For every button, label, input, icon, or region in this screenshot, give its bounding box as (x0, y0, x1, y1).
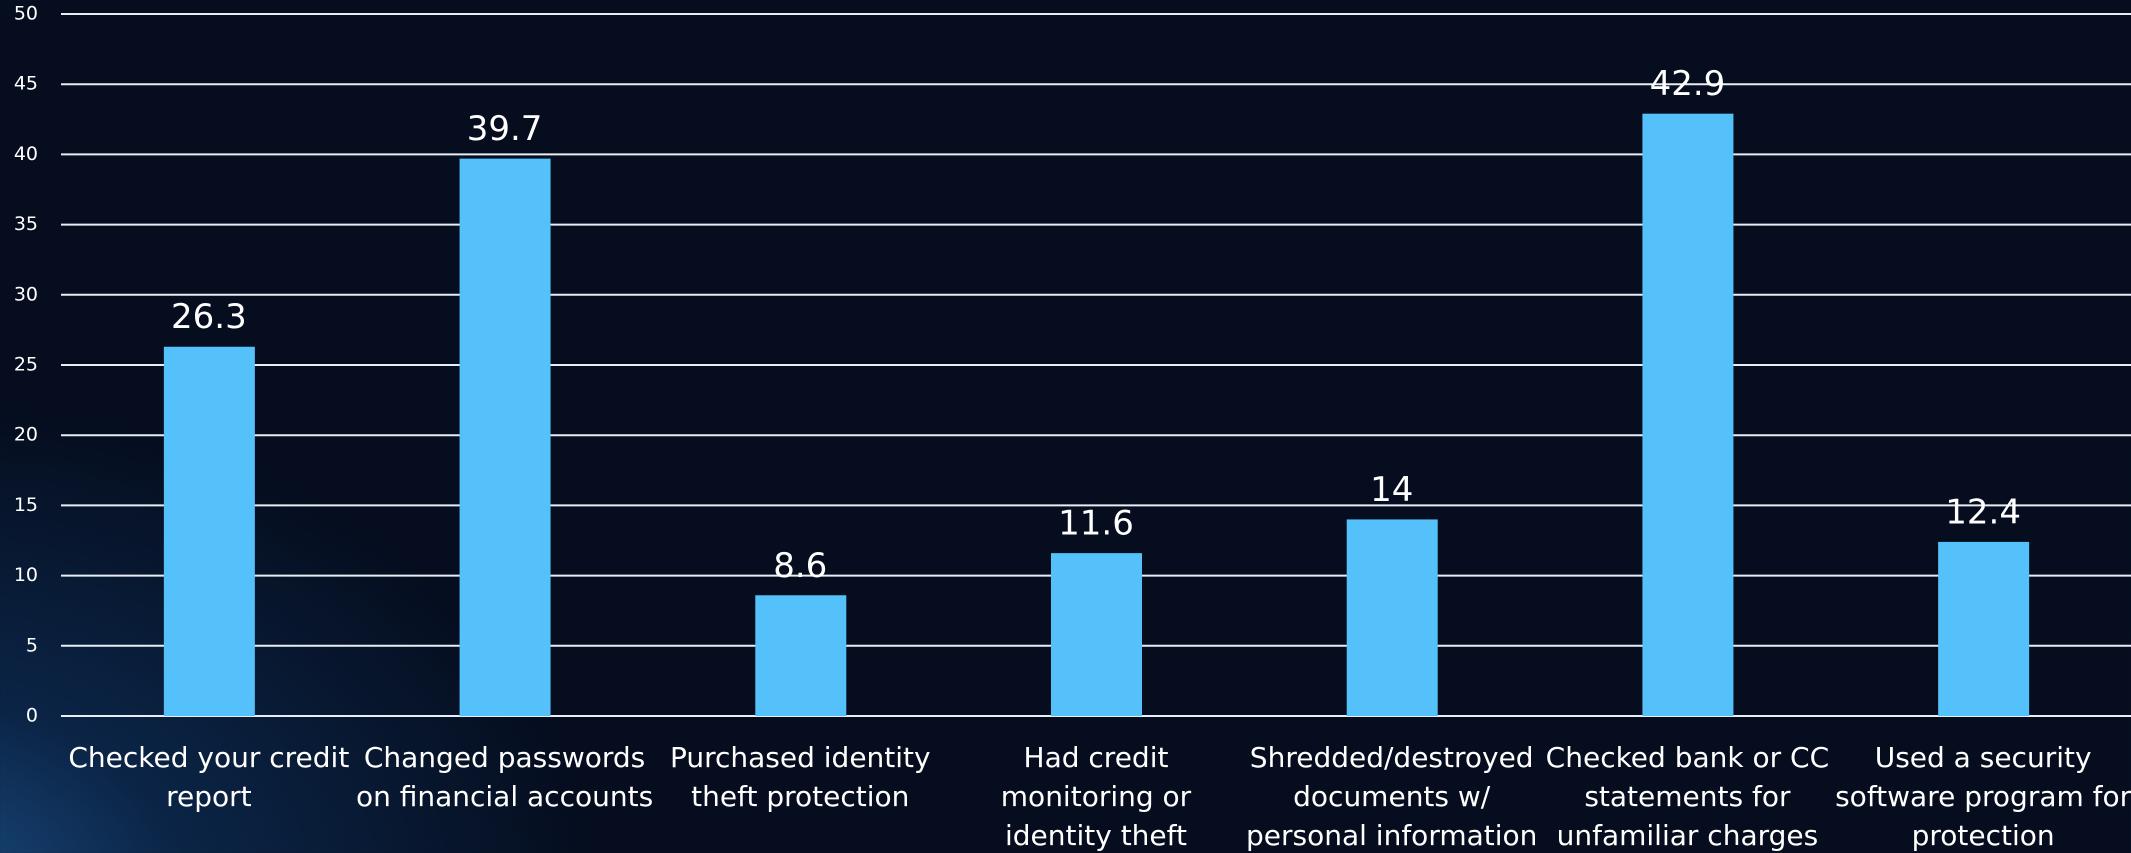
y-tick-label: 45 (14, 73, 38, 95)
x-tick-label: Used a security software program for pro… (1835, 741, 2131, 852)
y-tick-label: 30 (14, 283, 38, 305)
y-tick-label: 40 (14, 143, 38, 165)
bar (1642, 113, 1734, 716)
x-tick-label: Shredded/destroyed documents w/ personal… (1245, 741, 1538, 852)
y-tick-label: 50 (14, 3, 38, 25)
x-tick-label: Changed passwords on financial accounts (355, 741, 654, 813)
y-tick-label: 0 (26, 705, 38, 727)
data-label: 39.7 (467, 109, 543, 149)
data-label: 12.4 (1945, 492, 2021, 532)
bar (1346, 519, 1438, 716)
bar (459, 158, 551, 716)
y-tick-label: 35 (14, 213, 38, 235)
data-label: 42.9 (1650, 64, 1726, 104)
y-tick-label: 25 (14, 354, 38, 376)
y-tick-label: 15 (14, 494, 38, 516)
x-tick-label: Purchased identity theft protection (669, 741, 931, 813)
x-tick-label: Checked your credit report (68, 741, 350, 813)
data-label: 11.6 (1058, 504, 1134, 544)
bar (755, 595, 847, 716)
data-label: 8.6 (773, 546, 827, 586)
data-label: 14 (1370, 470, 1413, 510)
y-tick-label: 20 (14, 424, 38, 446)
data-label: 26.3 (171, 297, 247, 337)
bar (1051, 553, 1142, 716)
bar (163, 346, 255, 716)
bar (1938, 541, 2030, 716)
x-tick-label: Checked bank or CC statements for unfami… (1545, 741, 1830, 852)
y-tick-label: 10 (14, 564, 38, 586)
y-tick-label: 5 (26, 634, 38, 656)
x-tick-label: Had credit monitoring or identity theft … (1000, 741, 1192, 852)
